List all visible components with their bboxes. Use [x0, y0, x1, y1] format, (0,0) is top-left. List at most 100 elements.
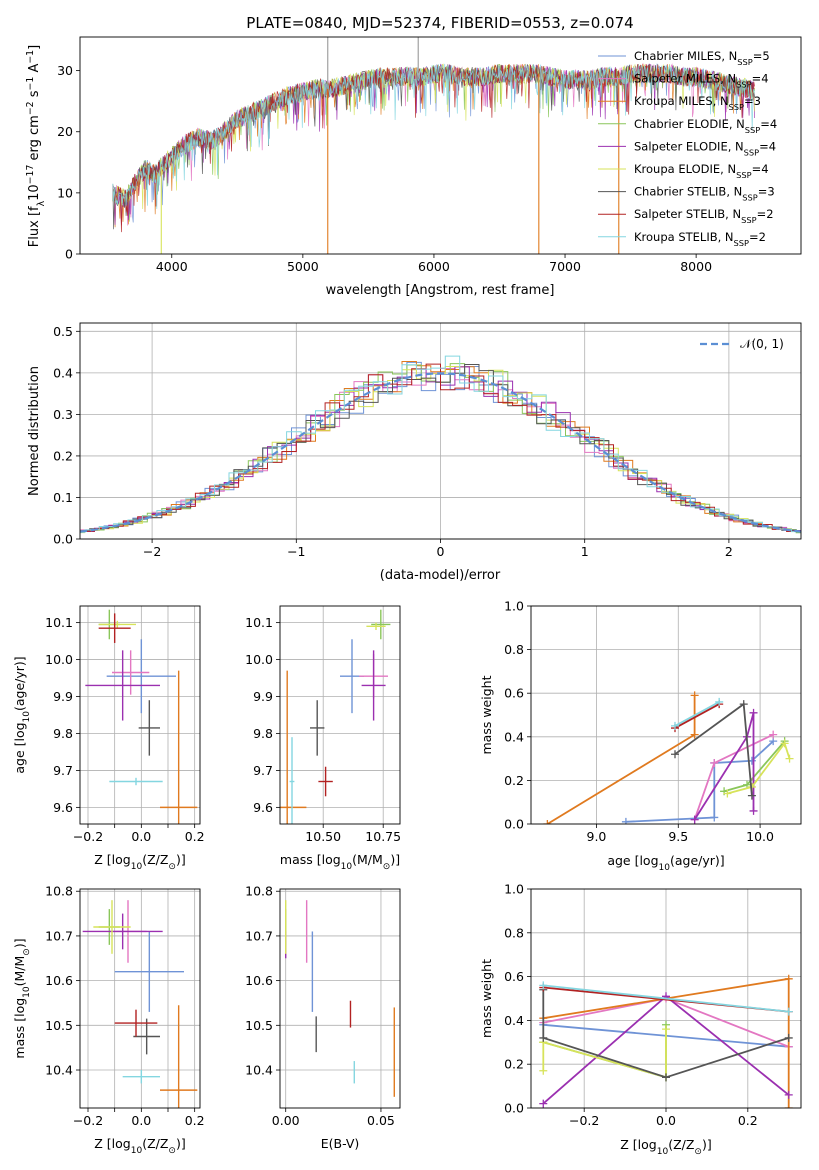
label-part: SSP	[736, 170, 751, 180]
weight-line-krou_stelib	[543, 984, 789, 1013]
label-part: E(B-V)	[321, 1136, 360, 1151]
weight-line-salp_miles	[693, 733, 774, 820]
weight-marker	[710, 813, 719, 822]
y-tick-label: 10.8	[245, 884, 273, 899]
label-part: mass [log	[280, 852, 341, 867]
label-part: Salpeter STELIB, N	[634, 207, 741, 221]
label-part: −1	[25, 77, 36, 91]
weight-marker	[749, 708, 758, 717]
axes-frame	[530, 888, 802, 1109]
label-part: (Z/Z	[668, 1137, 694, 1152]
legend-entry: Kroupa ELODIE, NSSP=4	[634, 162, 769, 180]
label-part: ⊙	[168, 862, 176, 872]
plot-area	[85, 609, 198, 824]
panel-residual_hist: −2 −1 0 1 2 0.0 0.1 0.2 0.3 0.4 0.5 𝒩(0, 1) (data-mo…	[27, 322, 802, 583]
label-part: )]	[702, 1137, 712, 1152]
label-part: (age/yr)]	[12, 656, 27, 711]
x-tick-label: −0.2	[73, 1113, 103, 1128]
y-tick-label: 0.8	[504, 642, 524, 657]
x-axis-label: mass [log10(M/M⊙)]	[280, 852, 400, 872]
weight-line-krou_elodie	[542, 1029, 667, 1079]
label-part: 10	[131, 1146, 143, 1156]
y-tick-label: 0	[65, 247, 73, 262]
x-tick-label: 0.0	[131, 829, 151, 844]
label-part: SSP	[737, 57, 752, 67]
label-part: )]	[12, 938, 27, 948]
y-axis-label: age [log10(age/yr)]	[12, 656, 32, 773]
y-tick-label: 0.6	[504, 686, 524, 701]
x-tick-label: −2	[143, 544, 161, 559]
label-part: 10	[657, 1147, 669, 1157]
x-axis-label: (data-model)/error	[380, 568, 501, 583]
x-tick-label: 9.5	[668, 829, 688, 844]
label-part: Kroupa MILES, N	[634, 94, 729, 108]
weight-marker	[780, 739, 789, 748]
y-tick-label: 9.9	[53, 689, 73, 704]
legend-entry: Chabrier STELIB, NSSP=3	[634, 185, 775, 203]
axes-frame	[79, 605, 201, 825]
label-part: Chabrier MILES, N	[634, 49, 737, 63]
x-tick-label: 10.0	[746, 829, 774, 844]
label-part: ⊙	[694, 1147, 702, 1157]
label-part: s	[27, 90, 42, 101]
y-tick-label: 0.4	[53, 365, 73, 380]
label-part: 10	[341, 862, 353, 872]
x-tick-label: 0.2	[185, 829, 205, 844]
label-part: Flux [f	[27, 206, 42, 247]
label-part: SSP	[745, 125, 760, 135]
x-tick-label: 0.0	[656, 1113, 676, 1128]
x-tick-label: 7000	[549, 259, 581, 274]
x-axis-label: wavelength [Angstrom, rest frame]	[326, 283, 555, 298]
x-axis-label: Z [log10(Z/Z⊙)]	[94, 1136, 185, 1156]
x-axis-label: age [log10(age/yr)]	[607, 853, 724, 873]
label-part: λ	[36, 200, 47, 206]
y-tick-label: 9.6	[53, 800, 73, 815]
y-tick-label: 0.2	[504, 1057, 524, 1072]
y-tick-label: 10.7	[245, 928, 273, 943]
x-tick-label: 6000	[418, 259, 450, 274]
x-axis-label: E(B-V)	[321, 1136, 360, 1151]
weight-marker	[784, 1007, 793, 1016]
panel-mass_vs_ebv: 0.00 0.05 10.4 10.5 10.6 10.7 10.8 E(B-V)	[245, 884, 401, 1151]
legend-entry: Chabrier MILES, NSSP=5	[634, 49, 770, 67]
plot-area	[285, 900, 395, 1097]
x-tick-label: 2	[725, 544, 733, 559]
y-tick-label: 10.6	[45, 973, 73, 988]
spectrum-line-chab_stelib	[112, 63, 755, 230]
y-tick-label: 10.0	[245, 652, 273, 667]
label-part: =4	[752, 162, 769, 176]
y-tick-label: 10.5	[245, 1018, 273, 1033]
label-part: =5	[753, 49, 770, 63]
axes-frame	[79, 888, 201, 1109]
label-part: =3	[744, 94, 761, 108]
label-part: SSP	[741, 215, 756, 225]
label-part: ⊙	[168, 1146, 176, 1156]
x-tick-label: 8000	[680, 259, 712, 274]
label-part: SSP	[734, 238, 749, 248]
x-tick-label: −1	[287, 544, 305, 559]
weight-marker	[543, 820, 552, 824]
plot-area	[112, 37, 755, 254]
label-part: 10	[659, 863, 671, 873]
y-tick-label: 10.4	[245, 1063, 273, 1078]
axes-frame	[279, 888, 401, 1109]
weight-line-krou_stelib	[674, 701, 720, 727]
y-tick-label: 10.6	[245, 973, 273, 988]
label-part: ⊙	[22, 948, 32, 956]
label-part: SSP	[736, 80, 751, 90]
label-part: (M/M	[352, 852, 383, 867]
weight-marker	[690, 730, 699, 739]
hist-salp_stelib	[80, 363, 801, 533]
x-tick-label: 5000	[287, 259, 319, 274]
label-part: )]	[176, 1136, 186, 1151]
axes-frame	[79, 322, 802, 540]
label-part: 10	[27, 184, 42, 201]
y-axis-label: Flux [fλ10−17 erg cm−2 s−1 A−1]	[25, 45, 47, 247]
y-tick-label: 9.8	[53, 726, 73, 741]
y-tick-label: 9.6	[253, 800, 273, 815]
x-tick-label: 4000	[156, 259, 188, 274]
y-tick-label: 0.0	[504, 1101, 524, 1116]
x-tick-label: 9.0	[587, 829, 607, 844]
axes-frame	[279, 605, 401, 825]
label-part: 10	[22, 986, 32, 998]
